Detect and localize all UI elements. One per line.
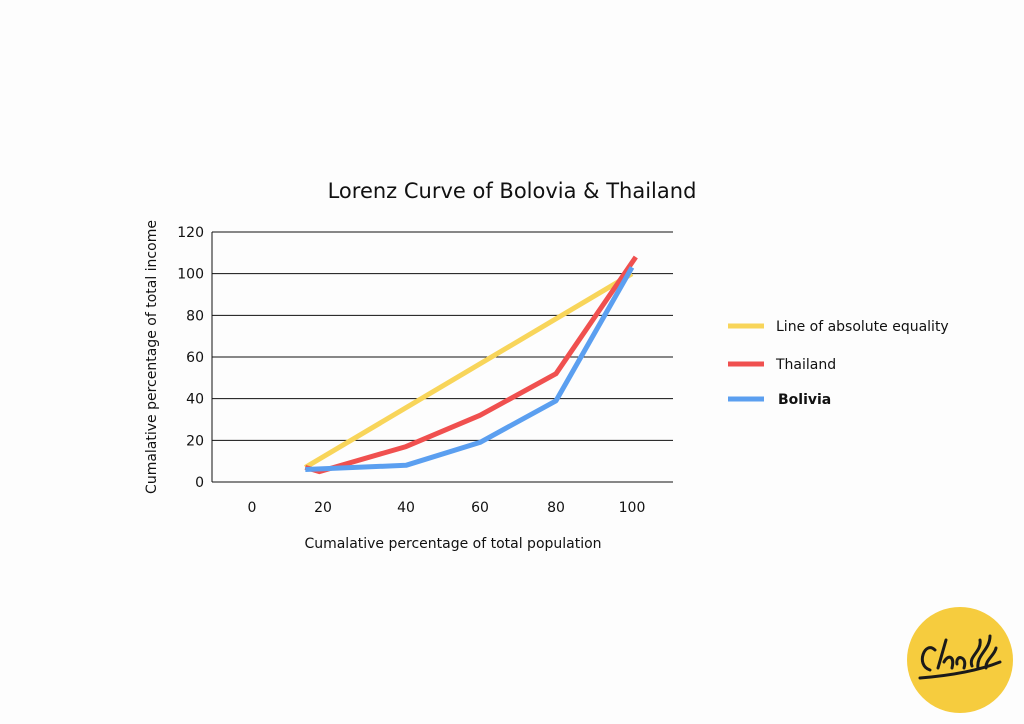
chadd-logo (907, 607, 1013, 713)
x-tick-label: 0 (248, 500, 257, 516)
y-tick-labels: 0 20 40 60 80 100 120 (177, 225, 204, 491)
series-line-2 (305, 266, 635, 472)
y-tick-label: 120 (177, 225, 204, 241)
legend-label: Line of absolute equality (776, 319, 949, 335)
x-tick-label: 80 (547, 500, 565, 516)
grid-lines (211, 231, 673, 483)
legend-label: Bolivia (778, 392, 831, 408)
legend: Line of absolute equality Thailand Bolivia (728, 319, 949, 408)
x-tick-labels: 0 20 40 60 80 100 (248, 500, 646, 516)
series-line-0 (304, 271, 634, 470)
y-tick-label: 40 (186, 392, 204, 408)
y-axis-label: Cumalative percentage of total income (144, 220, 160, 494)
y-tick-label: 20 (186, 433, 204, 449)
x-tick-label: 60 (471, 500, 489, 516)
y-tick-label: 0 (195, 475, 204, 491)
logo-circle (907, 607, 1013, 713)
legend-label: Thailand (775, 357, 836, 373)
y-tick-label: 60 (186, 350, 204, 366)
x-axis-label: Cumalative percentage of total populatio… (304, 536, 601, 552)
y-tick-label: 100 (177, 267, 204, 283)
logo-signature (918, 634, 1002, 680)
x-tick-label: 100 (619, 500, 646, 516)
x-tick-label: 20 (314, 500, 332, 516)
x-tick-label: 40 (397, 500, 415, 516)
chart-title: Lorenz Curve of Bolovia & Thailand (328, 179, 697, 203)
y-tick-label: 80 (186, 308, 204, 324)
series-lines (304, 255, 638, 475)
